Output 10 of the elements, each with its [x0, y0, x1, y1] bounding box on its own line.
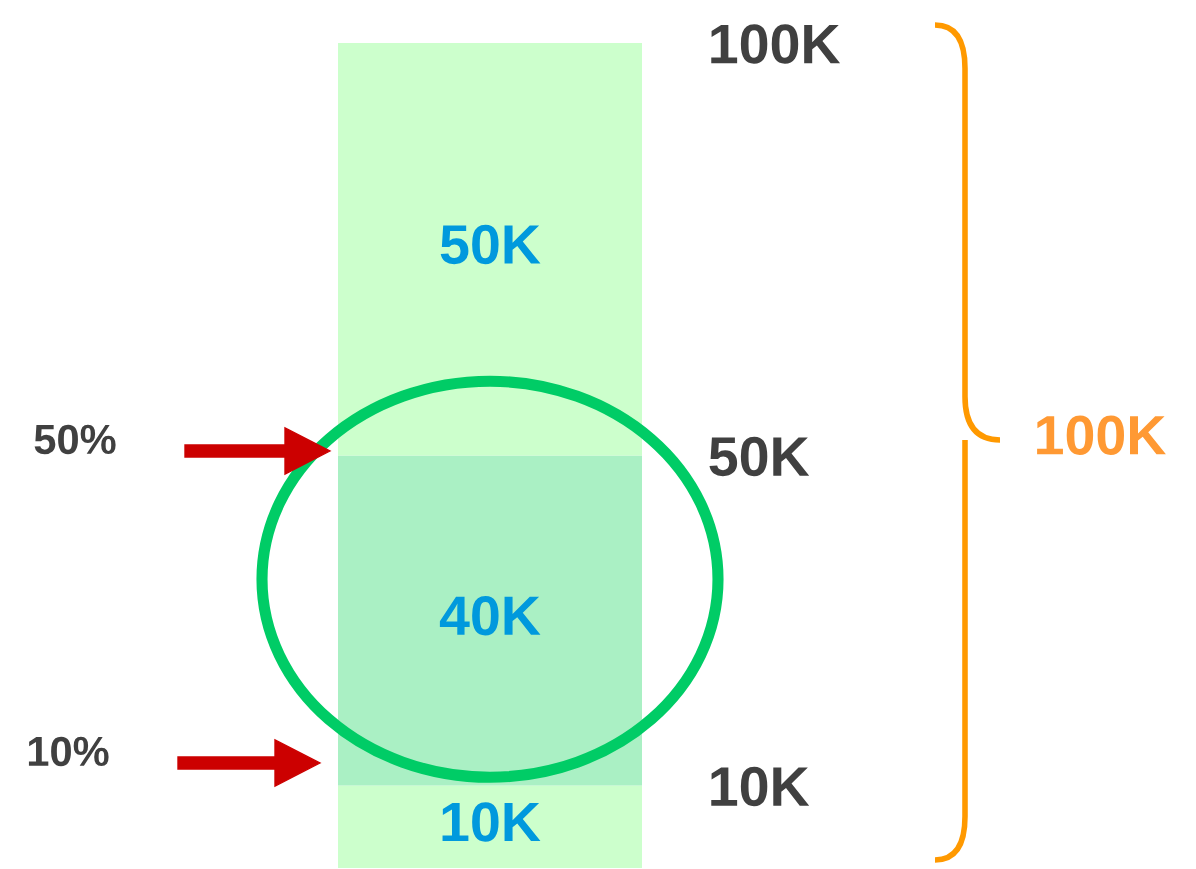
text: 100K — [1037, 415, 1166, 455]
data-label: 50K — [440, 224, 541, 265]
y-tick-label: 10K — [711, 766, 810, 807]
data-label: 10K — [442, 802, 541, 842]
data-label: 40K — [439, 596, 541, 636]
text: 10% — [28, 736, 109, 767]
bar — [338, 785, 642, 868]
y-tick-label: 100K — [711, 24, 841, 64]
y-tick-label: 50K — [709, 436, 810, 477]
text: 50% — [34, 424, 116, 455]
